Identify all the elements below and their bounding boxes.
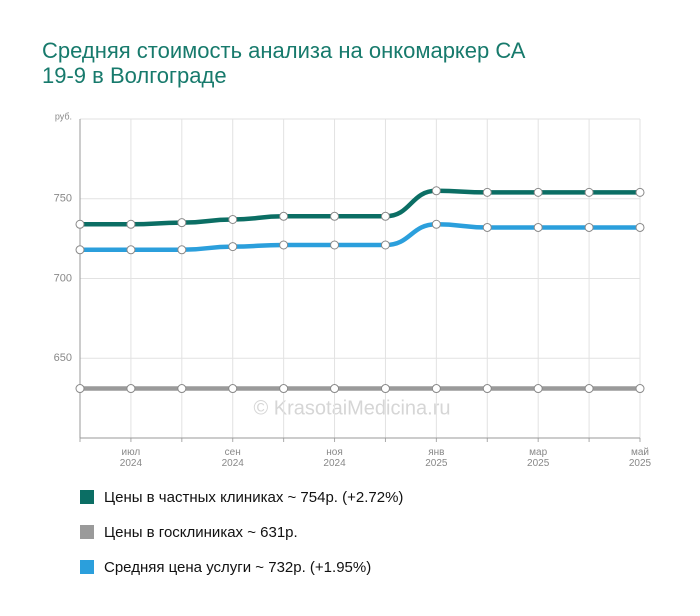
- point: [177, 245, 187, 255]
- point: [228, 384, 238, 394]
- watermark: © KrasotaiMedicina.ru: [253, 397, 450, 419]
- point: [533, 384, 543, 394]
- point: [126, 245, 136, 255]
- legend-label: Цены в госклиниках ~ 631р.: [104, 524, 298, 541]
- point: [380, 384, 390, 394]
- legend-swatch: [80, 560, 94, 574]
- legend-label: Средняя цена услуги ~ 732р. (+1.95%): [104, 559, 371, 576]
- point: [330, 240, 340, 250]
- point: [126, 219, 136, 229]
- point: [177, 384, 187, 394]
- point: [482, 384, 492, 394]
- legend-label: Цены в частных клиниках ~ 754р. (+2.72%): [104, 489, 403, 506]
- point: [279, 211, 289, 221]
- point: [228, 242, 238, 252]
- point: [279, 240, 289, 250]
- point: [380, 211, 390, 221]
- point: [635, 222, 645, 232]
- point: [126, 384, 136, 394]
- chart-title: Средняя стоимость анализа на онкомаркер …: [42, 38, 526, 63]
- y-tick-label: 650: [54, 352, 72, 364]
- point: [228, 214, 238, 224]
- x-tick-label: май 2025: [628, 447, 652, 469]
- y-tick-label: 750: [54, 193, 72, 205]
- point: [584, 187, 594, 197]
- point: [431, 219, 441, 229]
- point: [584, 384, 594, 394]
- point: [635, 187, 645, 197]
- chart-title: 19-9 в Волгограде: [42, 63, 227, 88]
- series-line: [77, 188, 643, 227]
- point: [635, 384, 645, 394]
- x-tick-label: мар 2025: [527, 447, 550, 469]
- point: [533, 187, 543, 197]
- point: [75, 384, 85, 394]
- legend-swatch: [80, 525, 94, 539]
- x-tick-label: июл 2024: [119, 447, 143, 469]
- point: [75, 219, 85, 229]
- y-tick-label: 700: [54, 272, 72, 284]
- series-line: [77, 222, 643, 253]
- x-tick-label: сен 2024: [221, 447, 244, 469]
- x-tick-label: янв 2025: [425, 447, 448, 469]
- legend-swatch: [80, 490, 94, 504]
- point: [380, 240, 390, 250]
- point: [431, 384, 441, 394]
- point: [482, 187, 492, 197]
- point: [330, 384, 340, 394]
- point: [431, 186, 441, 196]
- point: [177, 218, 187, 228]
- point: [75, 245, 85, 255]
- x-tick-label: ноя 2024: [323, 447, 346, 469]
- point: [279, 384, 289, 394]
- point: [330, 211, 340, 221]
- point: [482, 222, 492, 232]
- y-tick-label: руб.: [55, 111, 72, 121]
- point: [533, 222, 543, 232]
- point: [584, 222, 594, 232]
